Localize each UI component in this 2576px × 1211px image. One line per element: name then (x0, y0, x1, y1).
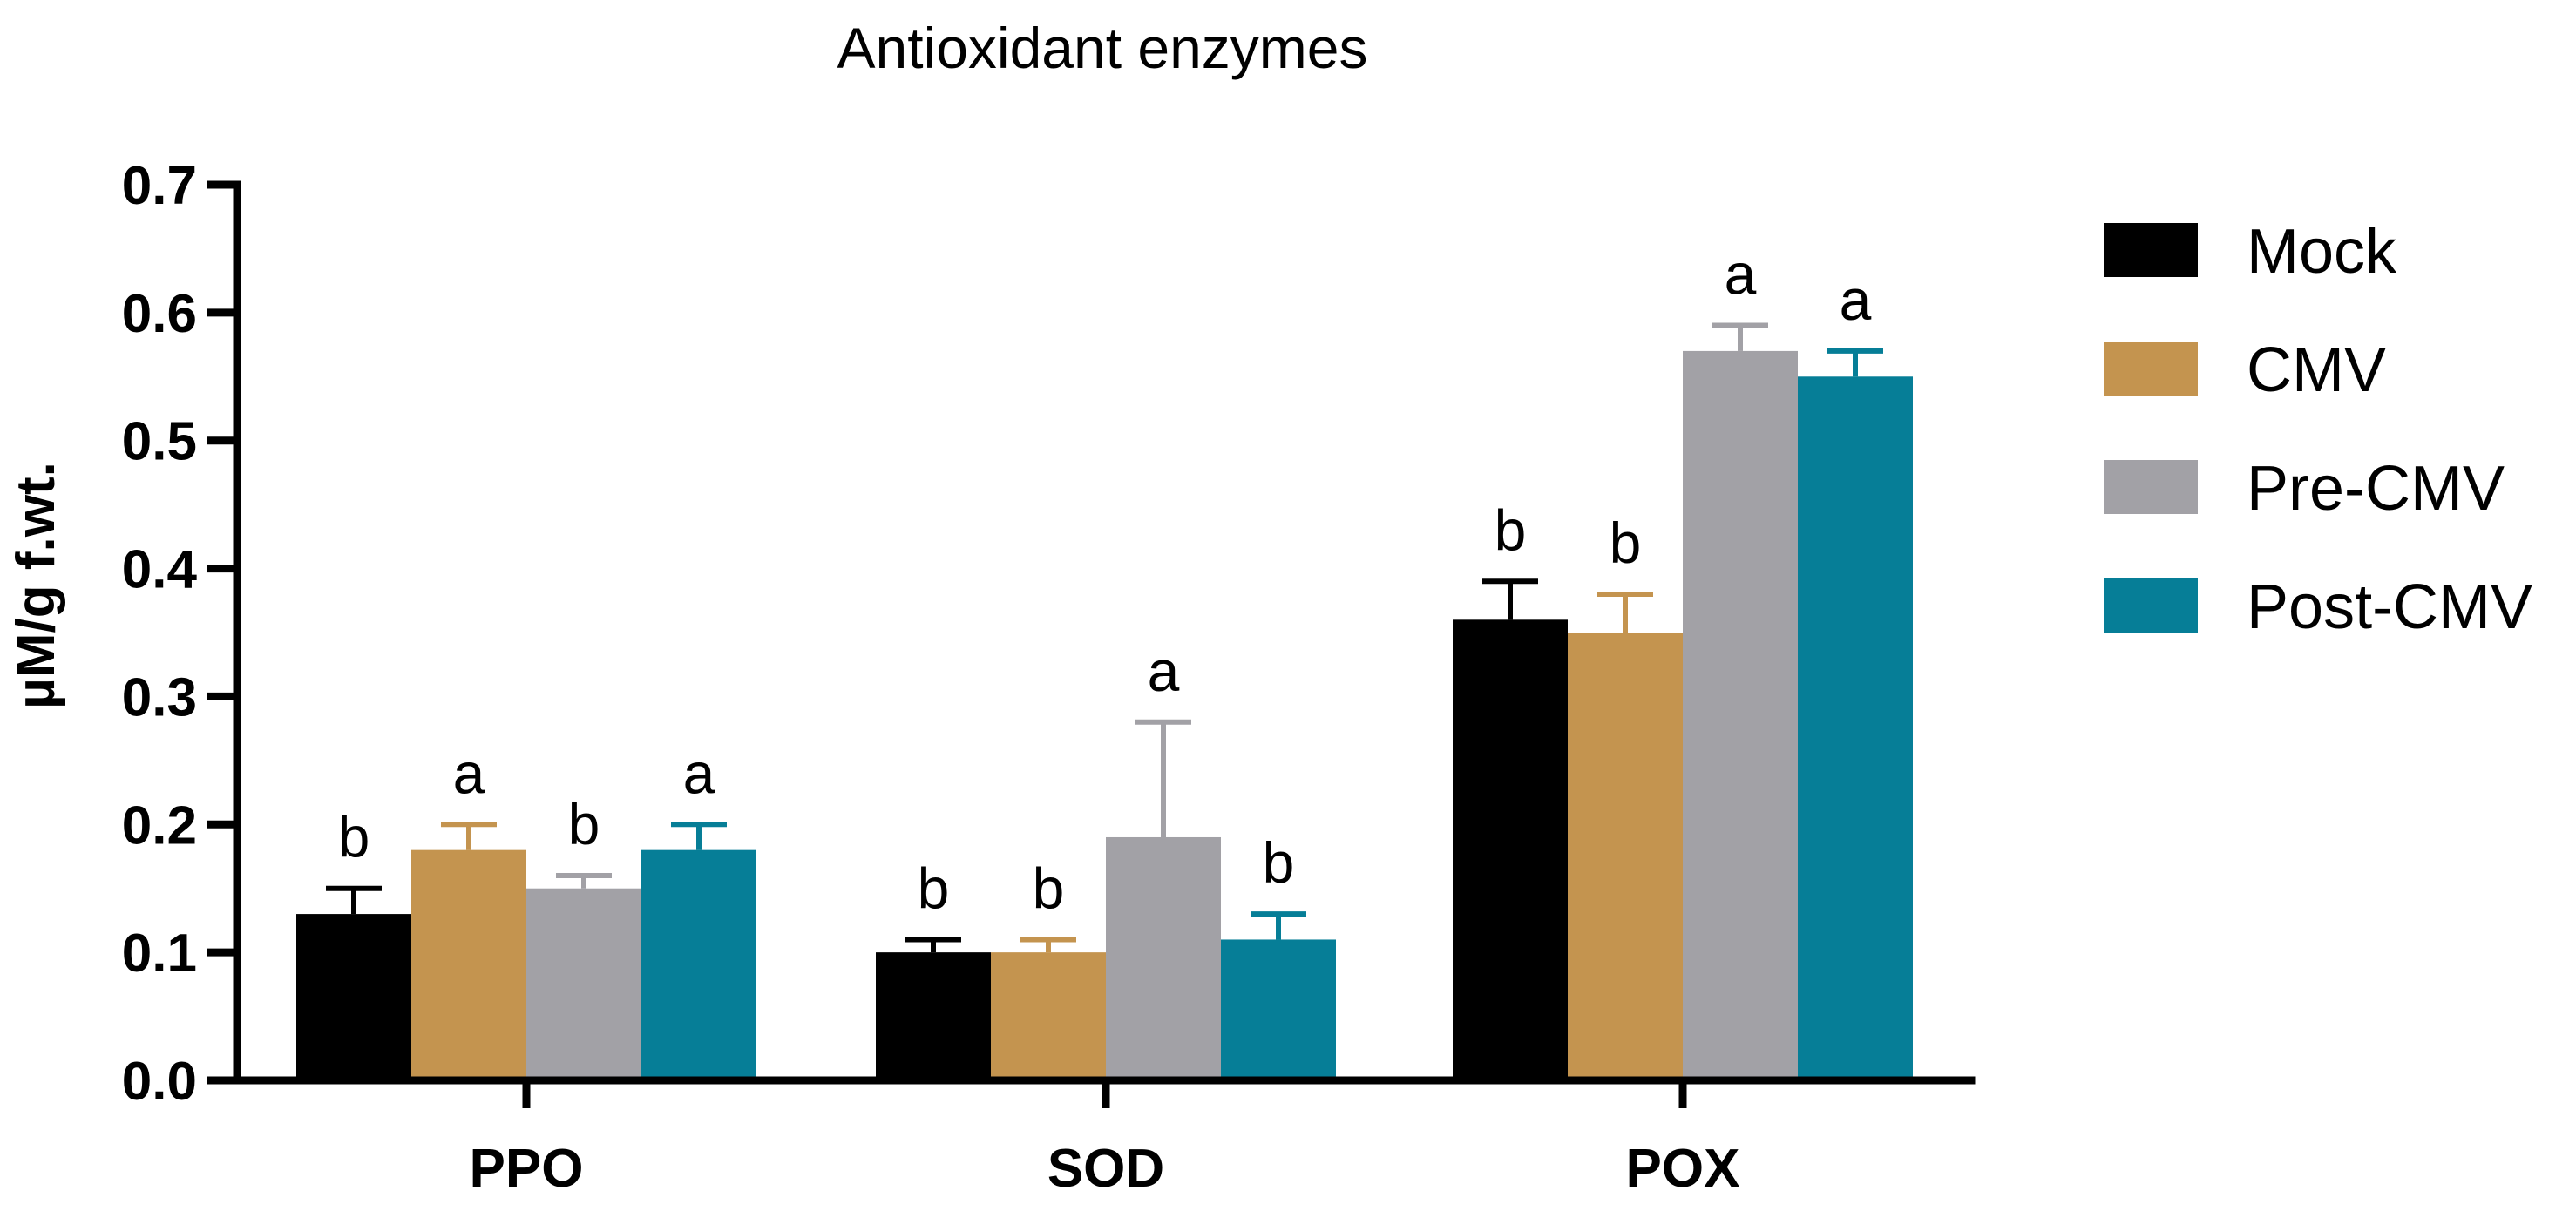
error-bar-pre-cmv-sod (1135, 719, 1191, 837)
significance-label: b (568, 792, 600, 856)
y-tick-label: 0.1 (122, 923, 197, 984)
bar-cmv-pox (1568, 633, 1683, 1080)
bar-mock-ppo (296, 914, 411, 1080)
bar-pre-cmv-ppo (526, 888, 641, 1080)
legend-swatch (2104, 578, 2198, 633)
error-bar-cmv-sod (1020, 937, 1076, 953)
significance-label: b (338, 805, 370, 869)
significance-label: b (1033, 856, 1065, 920)
bar-cmv-sod (991, 952, 1106, 1080)
legend-label: Post-CMV (2247, 572, 2532, 642)
y-tick-label: 0.5 (122, 412, 197, 472)
legend-label: Pre-CMV (2247, 454, 2505, 524)
error-bar-post-cmv-pox (1827, 348, 1883, 377)
bar-post-cmv-sod (1221, 939, 1336, 1080)
bar-mock-pox (1453, 619, 1568, 1080)
error-bar-post-cmv-ppo (671, 822, 727, 850)
significance-label: a (453, 741, 485, 805)
bar-cmv-ppo (411, 849, 526, 1080)
significance-label: a (683, 741, 715, 805)
chart-title: Antioxidant enzymes (837, 16, 1368, 80)
error-bar-mock-sod (905, 937, 961, 953)
legend-item-post-cmv: Post-CMV (2104, 572, 2532, 642)
significance-label: b (1263, 830, 1295, 895)
significance-label: a (1148, 639, 1180, 703)
bar-pre-cmv-sod (1106, 836, 1221, 1080)
y-tick-label: 0.3 (122, 667, 197, 727)
x-tick-label-ppo: PPO (470, 1139, 584, 1199)
bar-post-cmv-pox (1798, 376, 1913, 1080)
error-bar-pre-cmv-ppo (556, 873, 612, 889)
y-tick-label: 0.4 (122, 540, 198, 600)
legend-swatch (2104, 342, 2198, 396)
y-tick-label: 0.7 (122, 156, 197, 216)
y-tick-label: 0.2 (122, 795, 197, 856)
significance-label: b (1495, 497, 1527, 562)
y-tick-label: 0.6 (122, 284, 197, 344)
significance-label: a (1725, 242, 1757, 307)
axes-layer: 0.0 0.1 0.2 0.3 0.4 0.5 0.6 0.7 PPO SOD POX (122, 156, 1976, 1199)
bars-layer (296, 350, 1913, 1080)
legend-swatch (2104, 460, 2198, 514)
bar-pre-cmv-pox (1683, 350, 1798, 1080)
error-bar-cmv-pox (1597, 591, 1653, 633)
legend: Mock CMV Pre-CMV Post-CMV (2104, 217, 2532, 642)
y-tick-label: 0.0 (122, 1052, 197, 1112)
legend-item-cmv: CMV (2104, 335, 2386, 405)
significance-labels-layer: b b b a b b b a a a b a (338, 242, 1872, 921)
legend-label: Mock (2247, 217, 2397, 287)
legend-label: CMV (2247, 335, 2386, 405)
error-bars-layer (326, 322, 1883, 953)
error-bar-mock-pox (1482, 578, 1538, 620)
error-bar-mock-ppo (326, 885, 382, 915)
significance-label: b (1610, 511, 1642, 575)
bar-mock-sod (876, 952, 991, 1080)
bar-post-cmv-ppo (641, 849, 756, 1080)
error-bar-post-cmv-sod (1251, 911, 1306, 940)
significance-label: b (918, 856, 950, 920)
legend-item-mock: Mock (2104, 217, 2397, 287)
y-axis-label: µM/g f.wt. (6, 462, 66, 709)
legend-item-pre-cmv: Pre-CMV (2104, 454, 2505, 524)
significance-label: a (1840, 267, 1872, 332)
legend-swatch (2104, 223, 2198, 277)
error-bar-pre-cmv-pox (1712, 322, 1768, 351)
error-bar-cmv-ppo (441, 822, 497, 850)
x-tick-label-pox: POX (1626, 1139, 1740, 1199)
x-tick-label-sod: SOD (1047, 1139, 1164, 1199)
